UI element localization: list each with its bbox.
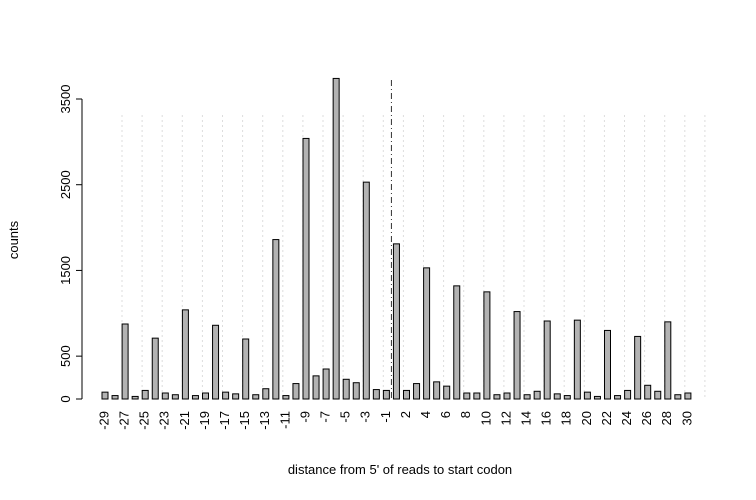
bar (322, 368, 330, 400)
bar (413, 383, 421, 400)
bar (503, 392, 511, 400)
bar (644, 384, 652, 400)
x-tick-label: 8 (458, 411, 473, 418)
x-tick-label: 22 (599, 411, 614, 425)
x-tick-label: -1 (378, 411, 393, 423)
x-tick-label: -29 (96, 411, 111, 430)
x-tick-label: 14 (519, 411, 534, 425)
x-tick-label: 28 (659, 411, 674, 425)
x-tick-label: 10 (478, 411, 493, 425)
x-tick-label: 12 (498, 411, 513, 425)
x-tick-label: 16 (539, 411, 554, 425)
bar (252, 394, 260, 400)
bar (181, 309, 189, 400)
bar (624, 389, 632, 400)
bar (111, 395, 119, 400)
bar (212, 324, 220, 400)
bar (513, 311, 521, 400)
x-tick-label: 20 (579, 411, 594, 425)
bar (654, 390, 662, 400)
y-tick-label: 2500 (58, 170, 73, 199)
y-axis-title: counts (6, 220, 21, 259)
x-tick-label: 26 (639, 411, 654, 425)
bar (583, 391, 591, 400)
bar (202, 392, 209, 400)
x-tick-label: -19 (197, 411, 212, 430)
x-tick-label: 24 (619, 411, 634, 425)
bar (332, 77, 340, 400)
bar (593, 395, 601, 400)
bar (232, 393, 240, 400)
x-tick-label: 4 (418, 411, 433, 418)
bar (382, 389, 390, 400)
bar (674, 394, 682, 400)
bar (433, 381, 441, 400)
x-tick-label: -27 (117, 411, 132, 430)
y-tick-label: 500 (58, 345, 73, 367)
bar (342, 378, 350, 400)
x-tick-label: -13 (257, 411, 272, 430)
bar (553, 393, 561, 400)
bar (282, 395, 290, 400)
bar (483, 291, 491, 400)
bar (262, 388, 270, 400)
bar (453, 285, 461, 400)
x-tick-label: -23 (157, 411, 172, 430)
bar (101, 391, 109, 400)
bar (634, 335, 642, 400)
bar (403, 389, 410, 400)
bar (563, 395, 571, 400)
bar (684, 392, 692, 400)
x-tick-label: -17 (217, 411, 232, 430)
bar (292, 383, 300, 400)
x-tick-label: -21 (177, 411, 192, 430)
bar (171, 394, 179, 400)
bar (161, 392, 169, 400)
bar (473, 392, 481, 400)
bar (533, 390, 541, 400)
bar (392, 243, 400, 400)
x-tick-label: -3 (358, 411, 373, 423)
bar (362, 181, 370, 400)
bar (151, 337, 159, 400)
x-tick-label: -11 (277, 411, 292, 429)
bar (242, 338, 250, 400)
bar (352, 382, 360, 400)
x-tick-label: -7 (318, 411, 333, 423)
bar (222, 391, 230, 400)
x-tick-label: -9 (297, 411, 312, 423)
y-tick-label: 1500 (58, 256, 73, 285)
bar (121, 323, 129, 400)
bar (523, 394, 531, 400)
x-tick-label: -25 (137, 411, 152, 430)
bar (573, 319, 581, 400)
bar (543, 320, 551, 400)
y-tick-label: 0 (58, 395, 73, 402)
bar (191, 395, 199, 400)
bar (272, 239, 280, 400)
x-tick-label: 6 (438, 411, 453, 418)
x-tick-label: 30 (679, 411, 694, 425)
bar (141, 389, 149, 400)
x-tick-label: 2 (398, 411, 413, 418)
bar (604, 329, 611, 400)
bar (443, 385, 451, 400)
bar (131, 395, 139, 400)
x-tick-label: -5 (338, 411, 353, 423)
x-axis-title: distance from 5' of reads to start codon (288, 462, 512, 477)
bar (312, 375, 320, 400)
bar (664, 321, 672, 400)
bar (614, 395, 622, 400)
x-tick-label: -15 (237, 411, 252, 430)
bar (423, 267, 431, 400)
bar (372, 389, 380, 400)
y-tick-label: 3500 (58, 85, 73, 114)
bar (463, 392, 471, 400)
bar (302, 137, 310, 400)
bar (493, 394, 501, 400)
x-tick-label: 18 (559, 411, 574, 425)
